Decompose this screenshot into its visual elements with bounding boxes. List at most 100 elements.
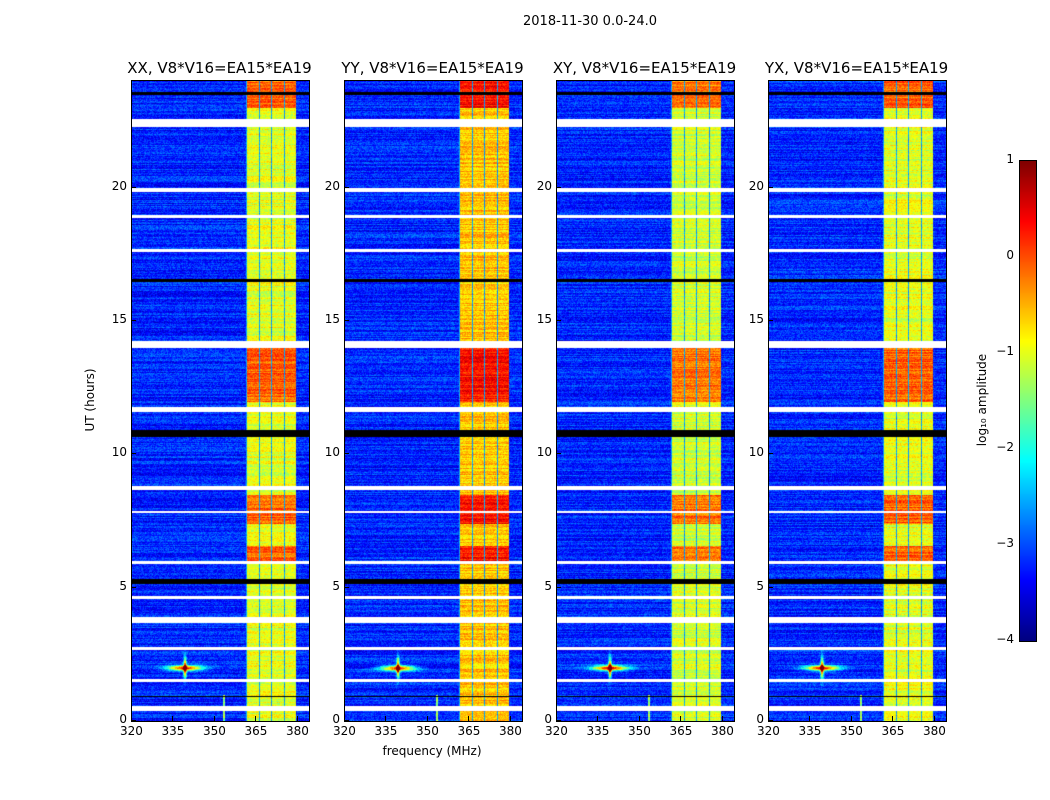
x-tick-label: 365 [457,724,481,738]
y-tick-mark [556,453,561,455]
y-tick-label: 20 [111,178,127,193]
y-tick-label: 10 [324,445,340,460]
y-tick-mark [556,186,561,188]
colorbar-tick-label: −4 [996,632,1014,646]
y-tick-label: 0 [119,712,127,726]
x-tick-label: 365 [881,724,905,738]
y-tick-mark [768,453,773,455]
y-tick-label: 0 [544,712,552,726]
y-tick-label: 15 [748,312,764,326]
y-tick-label: 0 [332,712,340,726]
y-tick-mark [131,720,136,721]
x-tick-label: 365 [669,724,693,738]
panel-title: YX, V8*V16=EA15*EA19 [764,59,949,77]
x-tick-label: 350 [202,724,226,738]
x-tick-label: 350 [839,724,863,738]
y-tick-label: 5 [119,578,127,593]
x-tick-mark [172,716,174,721]
y-tick-mark [131,586,136,588]
colorbar-label: log₁₀ amplitude [975,353,989,447]
y-tick-mark [768,186,773,188]
colorbar-tick-label: 0 [1006,248,1014,262]
panel-title: XX, V8*V16=EA15*EA19 [127,59,312,77]
y-tick-mark [556,320,561,321]
x-tick-label: 320 [757,724,780,738]
y-tick-label: 20 [748,178,764,193]
x-tick-mark [892,716,894,721]
colorbar-tick-label: 1 [1006,152,1014,166]
x-tick-label: 380 [285,724,309,738]
panel-title: YY, V8*V16=EA15*EA19 [341,59,524,77]
y-tick-label: 20 [324,178,340,193]
x-tick-label: 350 [415,724,439,738]
x-tick-mark [721,716,723,721]
y-tick-mark [344,720,349,721]
y-tick-label: 0 [756,712,764,726]
colorbar-tick-label: −2 [996,440,1014,454]
y-tick-label: 20 [536,178,552,193]
x-tick-label: 350 [627,724,651,738]
x-tick-label: 320 [545,724,568,738]
x-tick-label: 335 [586,724,610,738]
y-tick-mark [344,453,349,455]
y-tick-label: 5 [544,578,552,593]
spectrogram-panel-0 [131,80,310,722]
x-tick-mark [556,716,557,721]
x-tick-label: 335 [374,724,398,738]
panel-title: XY, V8*V16=EA15*EA19 [552,59,737,77]
x-tick-mark [131,716,132,721]
spectrogram-panel-1 [344,80,523,722]
x-tick-mark [344,716,345,721]
spectrogram-panel-2 [556,80,735,722]
x-tick-mark [509,716,511,721]
x-tick-label: 335 [161,724,185,738]
colorbar [1019,160,1037,642]
colorbar-tick-label: −3 [996,536,1014,550]
y-tick-mark [344,186,349,188]
x-tick-mark [255,716,257,721]
y-tick-label: 10 [536,445,552,460]
x-tick-mark [809,716,811,721]
y-tick-mark [556,586,561,588]
x-tick-mark [638,716,640,721]
figure-title: 2018-11-30 0.0-24.0 [523,14,657,29]
y-tick-mark [131,320,136,321]
x-tick-label: 365 [244,724,268,738]
x-tick-mark [597,716,599,721]
x-tick-label: 320 [120,724,143,738]
x-axis-label: frequency (MHz) [382,744,482,758]
x-tick-label: 380 [710,724,734,738]
x-tick-mark [296,716,298,721]
y-tick-mark [556,720,561,721]
y-tick-mark [344,320,349,321]
y-tick-label: 10 [748,445,764,460]
y-tick-label: 10 [111,445,127,460]
x-tick-mark [768,716,769,721]
x-tick-label: 335 [798,724,822,738]
y-tick-label: 15 [111,312,127,326]
x-tick-mark [426,716,428,721]
x-tick-mark [213,716,215,721]
x-tick-mark [850,716,852,721]
colorbar-tick-label: −1 [996,344,1014,358]
y-tick-mark [131,453,136,455]
x-tick-mark [680,716,682,721]
x-tick-label: 380 [922,724,946,738]
y-tick-label: 15 [324,312,340,326]
x-tick-mark [385,716,387,721]
y-tick-mark [131,186,136,188]
y-tick-mark [768,720,773,721]
x-tick-label: 380 [498,724,522,738]
x-tick-mark [933,716,935,721]
y-tick-mark [768,320,773,321]
y-tick-label: 5 [332,578,340,593]
y-axis-label: UT (hours) [83,368,97,432]
spectrogram-panel-3 [768,80,947,722]
y-tick-mark [768,586,773,588]
x-tick-label: 320 [333,724,356,738]
y-tick-label: 5 [756,578,764,593]
x-tick-mark [468,716,470,721]
y-tick-label: 15 [536,312,552,326]
y-tick-mark [344,586,349,588]
